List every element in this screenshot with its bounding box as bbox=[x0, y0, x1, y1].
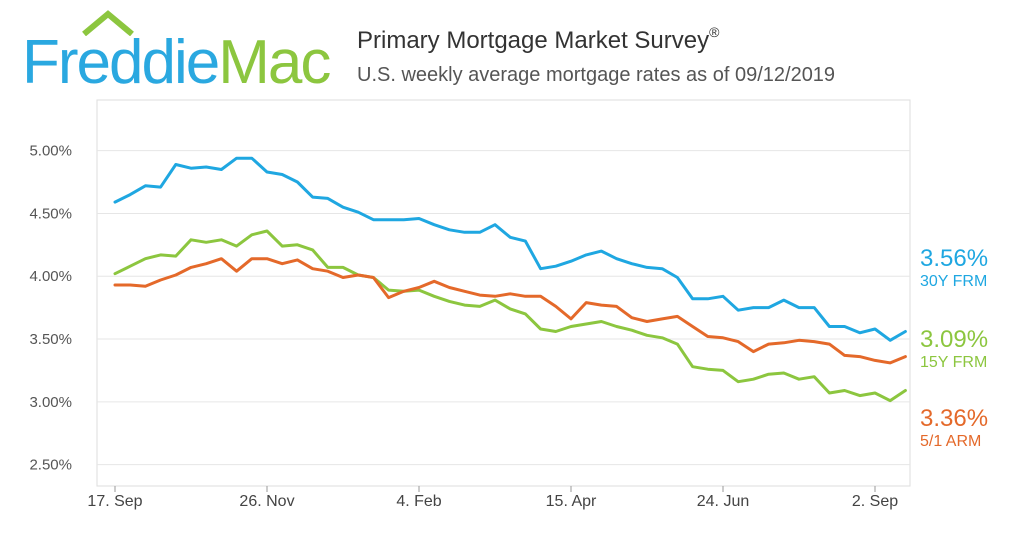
y-tick-label: 4.50% bbox=[29, 205, 72, 222]
gridlines bbox=[97, 150, 910, 466]
series-line-15y-frm bbox=[113, 229, 907, 403]
label-15y-value: 3.09% bbox=[920, 326, 989, 353]
y-tick-label: 3.50% bbox=[29, 331, 72, 348]
x-tick-label: 24. Jun bbox=[697, 493, 749, 510]
label-15y-frm: 3.09% 15Y FRM bbox=[920, 327, 988, 373]
chart-title: Primary Mortgage Market Survey® bbox=[357, 24, 720, 55]
series-line-5-1-arm bbox=[113, 257, 907, 365]
series-lines bbox=[113, 156, 907, 403]
y-tick-label: 5.00% bbox=[29, 143, 72, 160]
chart-subtitle: U.S. weekly average mortgage rates as of… bbox=[357, 64, 836, 86]
y-tick-label: 3.00% bbox=[29, 394, 72, 411]
label-30y-name: 30Y FRM bbox=[920, 273, 988, 290]
y-tick-label: 4.00% bbox=[29, 268, 72, 285]
x-tick-label: 4. Feb bbox=[396, 493, 441, 510]
logo-mac: Mac bbox=[218, 28, 331, 97]
series-line-30y-frm bbox=[113, 156, 907, 342]
house-roof-icon bbox=[82, 10, 134, 36]
y-axis-ticks: 2.50% 3.00% 3.50% 4.00% 4.50% 5.00% bbox=[29, 143, 72, 474]
label-arm-value: 3.36% bbox=[920, 405, 989, 432]
x-tick-label: 26. Nov bbox=[239, 493, 294, 510]
x-tick-label: 2. Sep bbox=[852, 493, 898, 510]
x-tick-label: 17. Sep bbox=[87, 493, 142, 510]
label-30y-frm: 3.56% 30Y FRM bbox=[920, 246, 988, 292]
label-30y-value: 3.56% bbox=[920, 245, 989, 272]
registered-mark: ® bbox=[709, 24, 720, 40]
freddie-mac-logo: FreddieMac bbox=[22, 10, 332, 100]
plot-area bbox=[96, 99, 911, 487]
logo-freddie: Freddie bbox=[22, 28, 220, 97]
label-15y-name: 15Y FRM bbox=[920, 354, 988, 371]
x-tick-label: 15. Apr bbox=[546, 493, 597, 510]
logo-wordmark: FreddieMac bbox=[22, 32, 331, 94]
x-axis-ticks: 17. Sep 26. Nov 4. Feb 15. Apr 24. Jun 2. Sep bbox=[87, 486, 898, 510]
label-arm: 3.36% 5/1 ARM bbox=[920, 406, 988, 452]
chart-title-text: Primary Mortgage Market Survey bbox=[357, 27, 710, 54]
y-tick-label: 2.50% bbox=[29, 457, 72, 474]
label-arm-name: 5/1 ARM bbox=[920, 433, 982, 450]
